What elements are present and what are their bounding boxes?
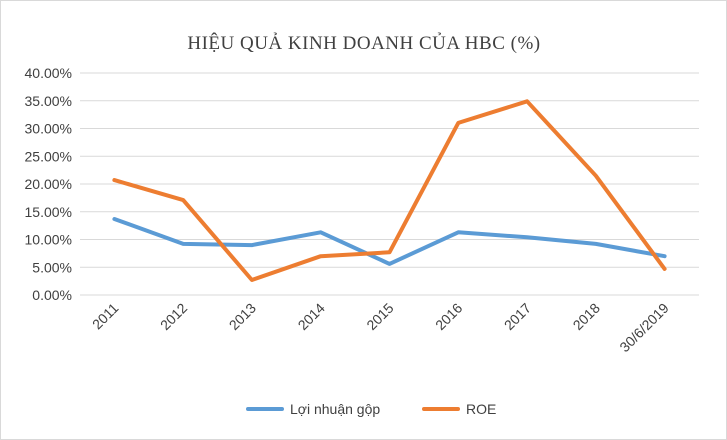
y-tick-label: 0.00% [32, 287, 72, 303]
y-tick-label: 5.00% [32, 259, 72, 275]
series-lines [112, 99, 667, 282]
y-tick-label: 15.00% [25, 204, 72, 220]
x-tick-label: 2018 [570, 300, 603, 333]
x-tick-label: 30/6/2019 [616, 300, 672, 356]
y-tick-label: 20.00% [25, 176, 72, 192]
y-tick-label: 10.00% [25, 232, 72, 248]
x-axis-tick-labels: 2011 2012 2013 2014 2015 2016 2017 2018 30/6/201… [89, 300, 672, 356]
y-tick-label: 35.00% [25, 93, 72, 109]
legend-label: ROE [466, 401, 496, 417]
x-tick-label: 2011 [89, 300, 122, 333]
chart-title: HIỆU QUẢ KINH DOANH CỦA HBC (%) [187, 32, 540, 54]
x-tick-label: 2012 [157, 300, 190, 333]
y-tick-label: 25.00% [25, 148, 72, 164]
x-tick-label: 2013 [226, 300, 259, 333]
y-tick-label: 40.00% [25, 65, 72, 81]
x-tick-label: 2017 [501, 300, 534, 333]
series-line-2 [112, 99, 667, 282]
series-line-1 [112, 217, 667, 266]
x-tick-label: 2015 [363, 300, 396, 333]
y-axis-tick-labels: 0.00% 5.00% 10.00% 15.00% 20.00% 25.00% 30.00%… [25, 65, 72, 303]
y-tick-label: 30.00% [25, 121, 72, 137]
x-tick-label: 2016 [432, 300, 465, 333]
gridlines [80, 72, 699, 296]
legend: Lợi nhuận gộp ROE [246, 401, 496, 417]
x-tick-label: 2014 [294, 300, 327, 333]
legend-label: Lợi nhuận gộp [290, 401, 380, 417]
